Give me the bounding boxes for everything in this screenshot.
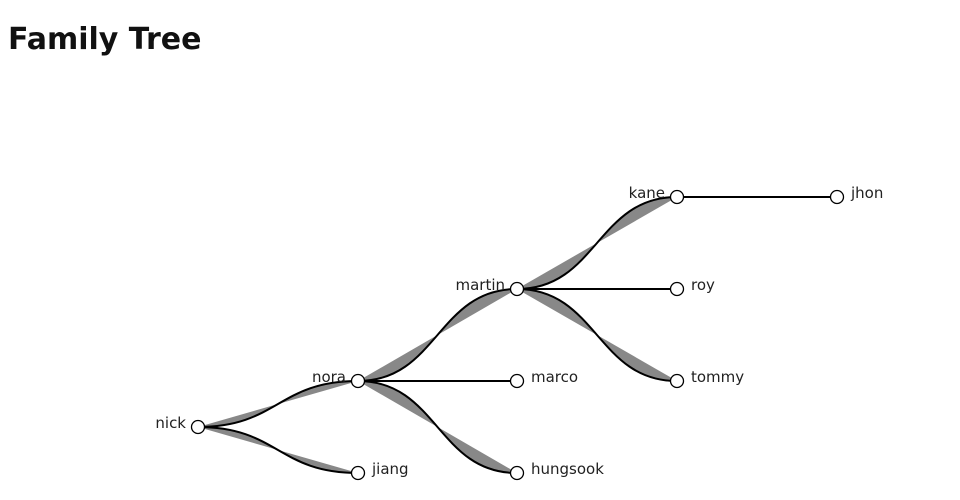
- node: [509, 373, 525, 389]
- node-label: martin: [455, 276, 505, 294]
- node-label: roy: [691, 276, 715, 294]
- node: [669, 373, 685, 389]
- link: [357, 380, 518, 474]
- node: [350, 373, 366, 389]
- node-label: nick: [155, 414, 186, 432]
- node: [509, 281, 525, 297]
- node-label: marco: [531, 368, 578, 386]
- node-label: hungsook: [531, 460, 604, 478]
- node-label: jiang: [371, 460, 409, 478]
- layer: [197, 195, 837, 474]
- node: [350, 465, 366, 481]
- node-label: tommy: [691, 368, 744, 386]
- node-label: kane: [629, 184, 665, 202]
- node-label: nora: [312, 368, 346, 386]
- node-label: jhon: [850, 184, 883, 202]
- page-title: Family Tree: [8, 22, 202, 57]
- node: [669, 189, 685, 205]
- node: [190, 419, 206, 435]
- link: [197, 380, 359, 428]
- link: [516, 196, 678, 290]
- link: [516, 288, 678, 382]
- link: [357, 288, 518, 382]
- layer: jhon kane roy tommy martin marco hungsook nora j…: [155, 184, 883, 481]
- node: [509, 465, 525, 481]
- node: [829, 189, 845, 205]
- link: [197, 426, 359, 474]
- node: [669, 281, 685, 297]
